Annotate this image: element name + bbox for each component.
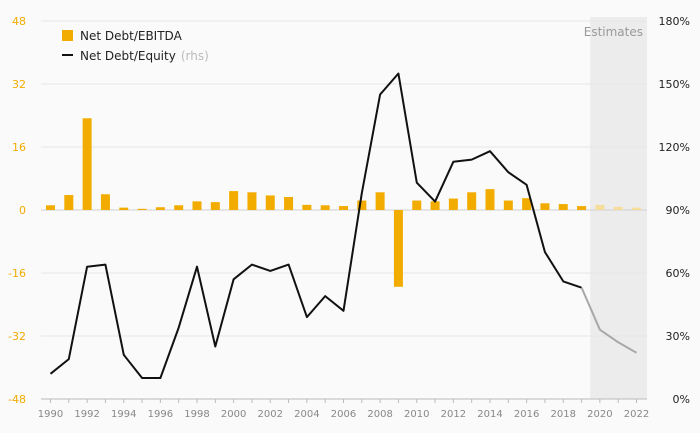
x-tick-label: 1990 (38, 409, 63, 420)
y-right-tick-label: 180% (659, 15, 690, 28)
bar-1991 (64, 195, 74, 210)
y-right-tick-label: 0% (673, 393, 690, 406)
x-tick-label: 1992 (74, 409, 99, 420)
legend-label-ebitda: Net Debt/EBITDA (80, 29, 183, 43)
legend: Net Debt/EBITDA Net Debt/Equity (rhs) (62, 29, 209, 63)
x-tick-label: 2010 (404, 409, 429, 420)
legend-label-equity: Net Debt/Equity (rhs) (80, 49, 209, 63)
bar-2018 (558, 204, 568, 210)
bar-1999 (210, 202, 220, 210)
y-left-tick-label: -32 (8, 330, 26, 343)
bar-2019 (577, 206, 587, 210)
bar-2021 (613, 206, 623, 210)
bar-1996 (155, 207, 165, 210)
x-tick-label: 1998 (184, 409, 209, 420)
y-right-tick-label: 60% (666, 267, 690, 280)
bar-2008 (375, 192, 385, 210)
x-tick-label: 2004 (294, 409, 319, 420)
bar-2009 (393, 210, 403, 287)
y-axis-right: 180% 150% 120% 90% 60% 30% 0% (659, 15, 690, 406)
legend-swatch-ebitda (62, 30, 73, 41)
bar-2012 (448, 198, 458, 210)
x-tick-label: 2020 (587, 409, 612, 420)
x-tick-label: 2000 (221, 409, 246, 420)
x-tick-label: 1996 (148, 409, 173, 420)
line-estimate (580, 287, 637, 354)
bar-2001 (247, 192, 257, 210)
y-left-tick-label: 48 (12, 15, 26, 28)
y-right-tick-label: 90% (666, 204, 690, 217)
y-left-tick-label: -16 (8, 267, 26, 280)
x-tick-label: 2006 (331, 409, 356, 420)
y-right-tick-label: 120% (659, 141, 690, 154)
bar-2003 (284, 197, 294, 210)
x-axis: 1990 1992 1994 1996 1998 2000 2002 2004 2006 2008… (38, 398, 649, 420)
bar-2020 (595, 204, 605, 210)
bar-2016 (522, 198, 532, 210)
bar-2017 (540, 203, 550, 210)
y-left-tick-label: -48 (8, 393, 26, 406)
bar-1994 (119, 207, 129, 210)
bar-1998 (192, 201, 202, 210)
estimates-label: Estimates (584, 25, 643, 39)
bar-1992 (82, 118, 92, 210)
legend-label-equity-name: Net Debt/Equity (80, 49, 176, 63)
bar-2014 (485, 189, 495, 210)
x-tick-label: 2016 (514, 409, 539, 420)
x-tick-label: 2012 (441, 409, 466, 420)
x-tick-label: 1994 (111, 409, 136, 420)
bar-1990 (46, 205, 55, 210)
bar-1997 (174, 205, 184, 210)
bar-2000 (229, 191, 239, 210)
line-series (49, 72, 637, 379)
bar-2013 (467, 192, 477, 210)
bar-1995 (137, 208, 147, 210)
bar-2006 (339, 206, 348, 210)
x-tick-label: 2002 (258, 409, 283, 420)
bar-2004 (302, 204, 312, 210)
legend-label-equity-suffix: (rhs) (181, 49, 209, 63)
bar-2015 (503, 200, 513, 210)
bar-2011 (430, 201, 440, 210)
bar-2002 (265, 195, 275, 210)
bar-2005 (320, 205, 330, 210)
bar-2007 (357, 200, 367, 210)
x-tick-label: 2022 (624, 409, 649, 420)
y-right-tick-label: 150% (659, 78, 690, 91)
bar-series (46, 118, 641, 287)
y-left-tick-label: 16 (12, 141, 26, 154)
y-right-tick-label: 30% (666, 330, 690, 343)
line-actual (49, 72, 582, 379)
y-left-tick-label: 32 (12, 78, 26, 91)
bar-2022 (632, 207, 641, 210)
y-left-tick-label: 0 (19, 204, 26, 217)
bar-2010 (412, 200, 422, 210)
x-tick-label: 2014 (477, 409, 502, 420)
x-tick-label: 2008 (367, 409, 392, 420)
bar-1993 (100, 194, 110, 210)
y-axis-left: 48 32 16 0 -16 -32 -48 (8, 15, 26, 406)
x-tick-label: 2018 (551, 409, 576, 420)
